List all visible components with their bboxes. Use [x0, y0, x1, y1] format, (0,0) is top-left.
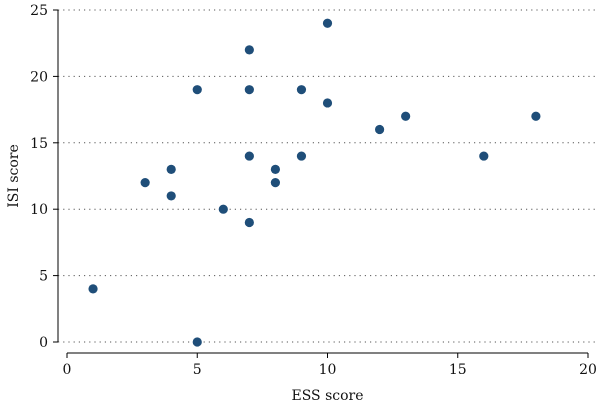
x-tick-label-15: 15: [449, 362, 467, 378]
data-point-19: [479, 151, 489, 161]
data-point-0: [88, 284, 98, 294]
data-point-20: [531, 111, 541, 121]
data-point-5: [192, 337, 202, 347]
axes: [57, 10, 588, 354]
data-points: [88, 18, 541, 347]
y-tick-label-0: 0: [39, 335, 48, 351]
data-point-1: [140, 178, 150, 188]
x-axis-title: ESS score: [291, 388, 363, 404]
data-point-8: [244, 85, 254, 95]
data-point-4: [192, 85, 202, 95]
x-tick-label-5: 5: [193, 362, 202, 378]
data-point-3: [166, 191, 176, 201]
data-point-9: [244, 151, 254, 161]
y-tick-label-25: 25: [30, 3, 48, 19]
data-point-10: [244, 217, 254, 228]
y-tick-label-5: 5: [39, 269, 48, 285]
data-point-11: [270, 164, 280, 174]
x-tick-label-10: 10: [319, 362, 337, 378]
y-axis-title: ISI score: [6, 144, 22, 208]
x-tick-label-20: 20: [579, 362, 597, 378]
data-point-12: [270, 178, 280, 188]
gridlines: [58, 9, 598, 343]
y-tick-label-20: 20: [30, 69, 48, 85]
y-tick-label-10: 10: [30, 202, 48, 218]
y-tick-label-15: 15: [30, 136, 48, 152]
ticks: 0 5 10 15 20 25 0 5 10 15 20: [30, 3, 597, 378]
data-point-2: [166, 164, 176, 174]
data-point-17: [375, 124, 385, 135]
data-point-6: [218, 204, 228, 214]
data-point-14: [296, 151, 307, 161]
data-point-16: [322, 98, 333, 108]
data-point-13: [296, 85, 307, 95]
data-point-15: [322, 18, 333, 28]
x-tick-label-0: 0: [63, 362, 72, 378]
data-point-7: [244, 45, 254, 55]
data-point-18: [401, 111, 411, 121]
